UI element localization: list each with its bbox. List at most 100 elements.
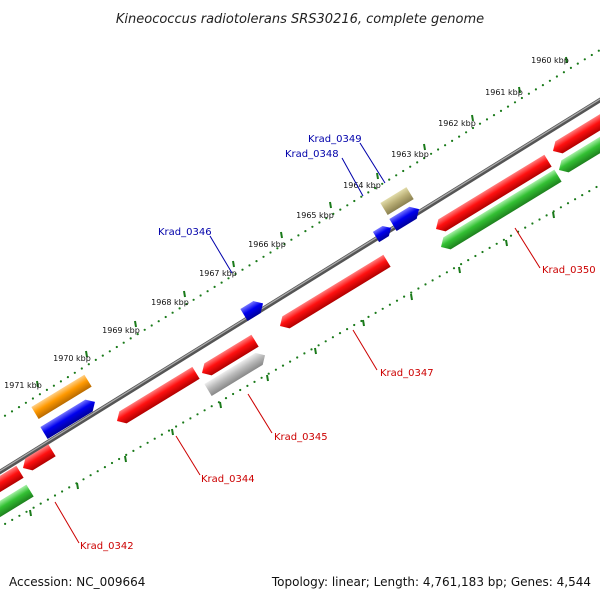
tick-dot [388,178,391,181]
tick-dot [431,279,434,282]
tick-dot [253,380,256,383]
tick-dot [331,336,334,339]
tick-dot [471,126,475,130]
tick-dot [353,199,356,203]
tick-dot [38,393,42,396]
tick-dot [45,388,49,391]
tick-dot [87,363,90,366]
tick-dot [25,510,28,513]
tick-dot [241,268,244,271]
tick-dot [437,148,440,151]
gene-labels: Krad_0349 Krad_0348 Krad_0346 Krad_0350 … [80,134,596,552]
tick-dot [555,75,559,78]
tick-dot [588,190,591,193]
tick-mark [232,260,235,268]
tick-dot [374,311,377,314]
tick-dot [311,225,314,228]
tick-dot [566,202,570,205]
tick-dot [213,285,216,288]
tick-mark [423,143,426,151]
tick-dot [353,323,356,327]
tick-dot [89,474,92,477]
tick-dot [424,283,427,286]
tick-dot [160,433,163,436]
tick-dot [143,328,146,331]
tick-dot [199,294,202,297]
tick-dot [360,319,363,323]
tick-dot [531,222,534,225]
tick-dot [346,328,349,331]
tick-dot [374,187,377,190]
tick-dot [281,364,285,367]
tick-dot [360,195,363,198]
tick-dot [569,66,573,69]
tick-dot [80,367,83,370]
tick-dot [289,360,292,363]
gene-bar-red-krad-0344 [117,366,200,424]
tick-label: 1969 kbp [102,326,140,335]
tick-dot [541,84,545,87]
tick-dot [395,174,398,177]
tick-dot [203,409,206,412]
tick-dot [430,152,433,155]
tick-dot [103,466,106,469]
gene-label-krad-0347: Krad_0347 [380,368,434,379]
tick-dot [11,518,14,522]
tick-dot [552,210,555,213]
gene-bar-red-krad-0347 [280,254,391,329]
tick-dot [59,380,63,383]
tick-dot [339,208,342,211]
tick-dot [545,214,548,217]
tick-dot [478,122,482,125]
tick-dot [332,212,335,215]
tick-label: 1961 kbp [485,88,523,97]
tick-dot [53,494,57,497]
leader-line [209,235,233,274]
gene-bar-orange [31,374,92,419]
gene-bar-khaki-krad-0349 [380,187,414,215]
tick-dot [17,406,21,409]
tick-dot [18,514,21,517]
tick-dot [115,345,118,349]
tick-mark [219,401,222,409]
tick-dot [122,341,125,344]
tick-label: 1964 kbp [343,181,381,190]
tick-mark [552,211,555,219]
tick-dot [367,191,370,194]
tick-dot [444,144,447,147]
tick-dot [395,299,399,302]
tick-dot [527,92,531,95]
tick-dot [157,320,160,323]
tick-dot [189,417,192,420]
tick-dot [118,457,121,461]
tick-dot [66,376,69,379]
tick-mark [171,428,174,436]
tick-dot [524,226,527,229]
tick-dot [346,204,349,207]
tick-dot [276,247,279,250]
tick-dot [82,478,85,481]
tick-mark [29,509,32,517]
tick-dot [61,490,64,493]
tick-dot [146,441,149,444]
tick-dot [269,251,272,254]
tick-dot [296,356,299,359]
tick-label: 1967 kbp [199,269,237,278]
tick-dot [232,392,235,396]
tick-mark [362,319,365,327]
tick-dot [220,281,223,284]
tick-dot [31,397,34,400]
backbone-highlight [0,98,600,472]
leader-line [514,227,541,269]
tick-dot [488,246,491,249]
tick-dot [538,218,541,221]
gene-bar-blue-krad-0348 [372,225,392,243]
tick-mark [36,380,39,388]
tick-dot [24,401,27,404]
leader-line [359,142,386,184]
tick-label: 1970 kbp [53,354,91,363]
tick-dot [381,307,384,310]
gene-bar-red-krad-0350 [436,154,552,232]
tick-mark [266,374,269,382]
